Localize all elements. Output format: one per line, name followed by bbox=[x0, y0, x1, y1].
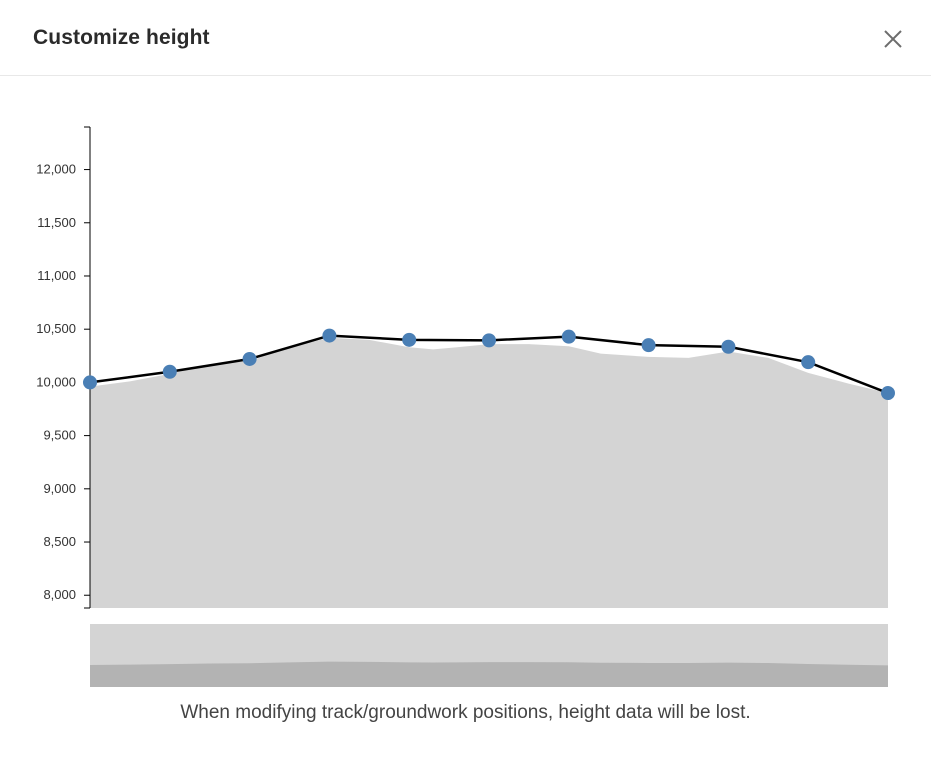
y-tick-label: 10,500 bbox=[36, 321, 76, 336]
y-tick-label: 12,000 bbox=[36, 162, 76, 177]
height-point[interactable] bbox=[721, 339, 736, 354]
dialog-title: Customize height bbox=[33, 26, 210, 49]
warning-note: When modifying track/groundwork position… bbox=[180, 702, 751, 723]
height-point[interactable] bbox=[322, 328, 337, 343]
height-point[interactable] bbox=[402, 332, 417, 347]
close-icon bbox=[884, 30, 902, 48]
overview-profile bbox=[90, 661, 888, 687]
y-tick-label: 9,500 bbox=[43, 428, 76, 443]
height-point[interactable] bbox=[801, 355, 816, 370]
height-point[interactable] bbox=[162, 364, 177, 379]
height-point[interactable] bbox=[242, 351, 257, 366]
height-point[interactable] bbox=[641, 338, 656, 353]
y-tick-label: 10,000 bbox=[36, 374, 76, 389]
terrain-area bbox=[90, 337, 888, 608]
close-button[interactable] bbox=[880, 26, 906, 52]
y-tick-label: 11,500 bbox=[37, 215, 76, 230]
height-point[interactable] bbox=[881, 386, 895, 401]
y-tick-label: 9,000 bbox=[43, 481, 76, 496]
height-point[interactable] bbox=[561, 329, 576, 344]
height-point[interactable] bbox=[482, 333, 496, 348]
height-chart: 8,000 8,500 9,000 9,500 10,000 10,500 11,000 11… bbox=[0, 77, 931, 727]
height-chart-svg: 8,000 8,500 9,000 9,500 10,000 10,500 11,000 11… bbox=[36, 126, 895, 687]
y-tick-label: 11,000 bbox=[37, 268, 76, 283]
y-tick-label: 8,000 bbox=[43, 587, 76, 602]
y-tick-label: 8,500 bbox=[43, 534, 76, 549]
height-point[interactable] bbox=[83, 375, 97, 390]
dialog-header: Customize height bbox=[0, 0, 931, 76]
